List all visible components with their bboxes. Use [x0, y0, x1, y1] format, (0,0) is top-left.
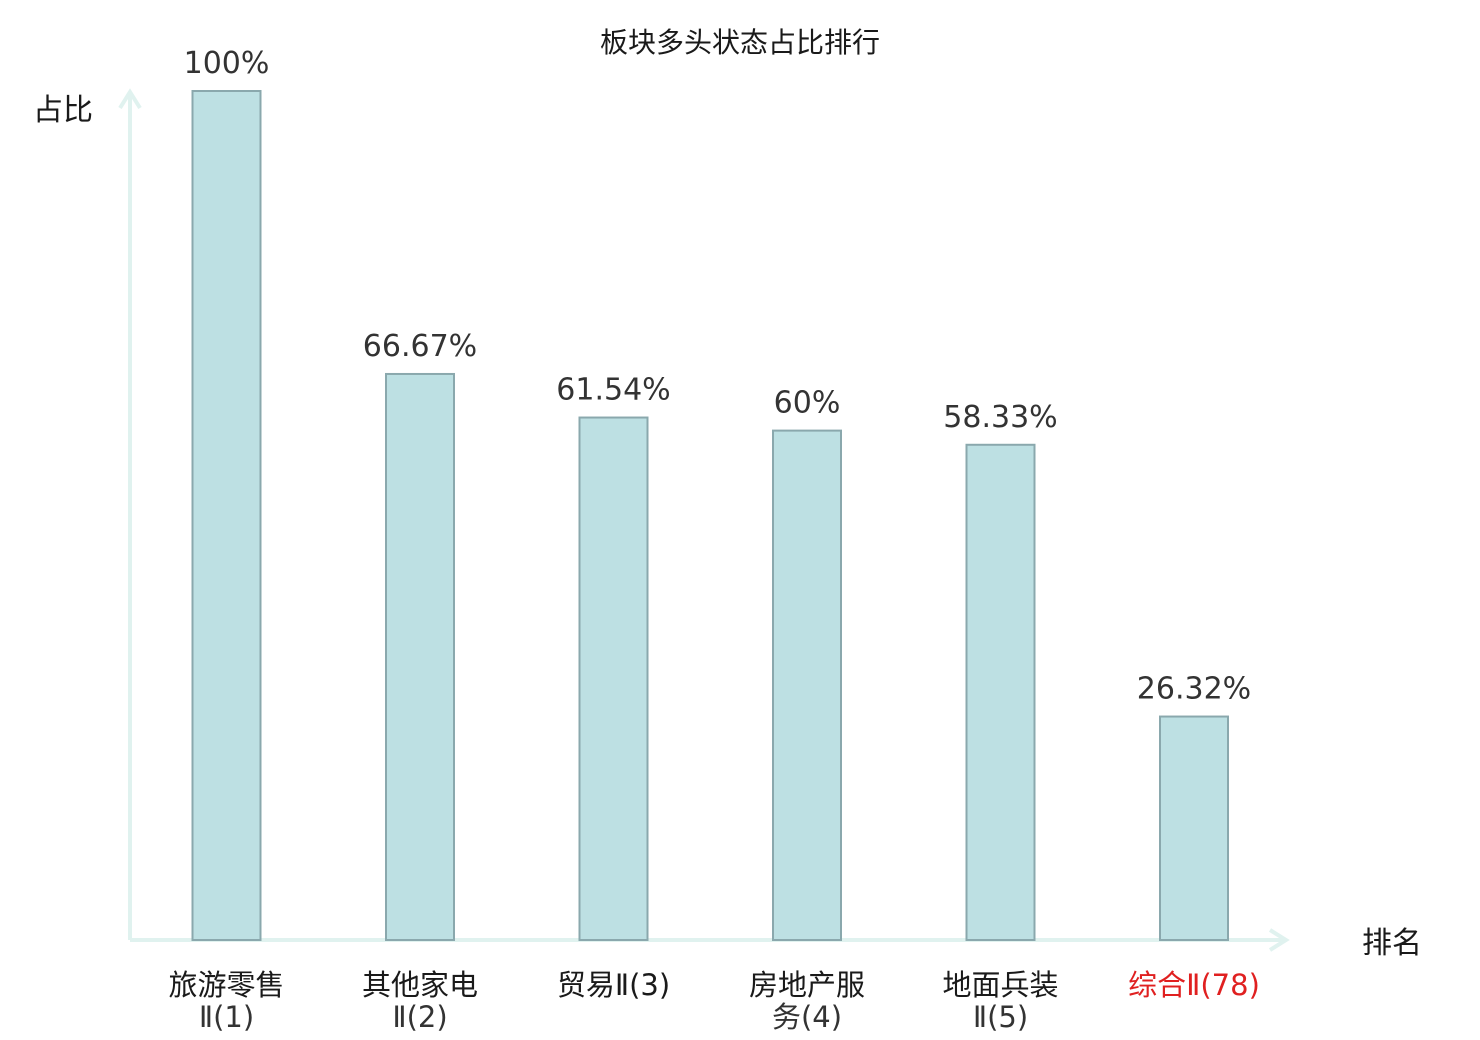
- category-label-3-line-1: 贸易Ⅱ(3): [557, 968, 670, 1002]
- bar-6: [1159, 715, 1229, 942]
- bars-group: [191, 90, 1229, 942]
- value-labels-group: 100% 66.67% 61.54% 60% 58.33% 26.32%: [184, 46, 1252, 707]
- category-label-1: 旅游零售 Ⅱ(1): [168, 968, 284, 1034]
- bar-5: [965, 443, 1036, 941]
- bar-1: [191, 90, 262, 941]
- category-label-2: 其他家电 Ⅱ(2): [362, 968, 478, 1034]
- value-label-5: 58.33%: [943, 400, 1057, 435]
- category-label-6: 综合Ⅱ(78): [1128, 968, 1260, 1002]
- x-axis-arrow: [1268, 928, 1290, 952]
- category-label-1-line-2: Ⅱ(1): [199, 1000, 254, 1034]
- y-axis-label: 占比: [33, 93, 93, 128]
- value-label-4: 60%: [774, 386, 841, 421]
- category-label-2-line-2: Ⅱ(2): [392, 1000, 447, 1034]
- category-label-4-line-1: 房地产服: [749, 968, 865, 1002]
- y-axis-arrow: [118, 88, 142, 110]
- category-label-5-line-2: Ⅱ(5): [973, 1000, 1028, 1034]
- category-label-2-line-1: 其他家电: [362, 968, 478, 1002]
- category-label-5: 地面兵装 Ⅱ(5): [942, 968, 1058, 1034]
- category-labels-group: 旅游零售 Ⅱ(1) 其他家电 Ⅱ(2) 贸易Ⅱ(3) 房地产服务(4) 地面兵装 Ⅱ(5) 综合…: [168, 968, 1259, 1034]
- value-label-3: 61.54%: [556, 373, 670, 408]
- category-label-6-line-1: 综合Ⅱ(78): [1128, 968, 1260, 1002]
- category-label-1-line-1: 旅游零售: [168, 968, 284, 1002]
- bar-4: [772, 429, 842, 941]
- bar-2: [385, 372, 455, 942]
- category-label-5-line-1: 地面兵装: [942, 968, 1058, 1002]
- value-label-2: 66.67%: [363, 329, 477, 364]
- value-label-1: 100%: [184, 46, 270, 81]
- value-label-6: 26.32%: [1137, 672, 1251, 707]
- category-label-4-line-2: 务(4): [772, 1000, 842, 1034]
- category-label-3: 贸易Ⅱ(3): [557, 968, 670, 1002]
- x-axis-label: 排名: [1362, 926, 1422, 961]
- bar-3: [578, 416, 649, 941]
- chart-title: 板块多头状态占比排行: [600, 26, 880, 59]
- axes: [118, 88, 1290, 952]
- category-label-4: 房地产服务(4): [749, 968, 865, 1034]
